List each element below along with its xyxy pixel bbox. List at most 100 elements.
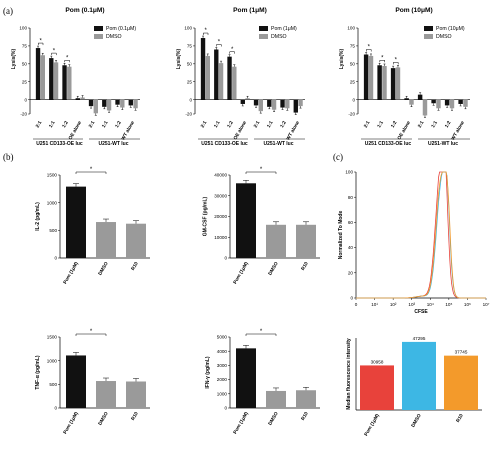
bar xyxy=(96,381,116,408)
significance-asterisk: * xyxy=(260,167,263,173)
bar xyxy=(236,183,256,258)
bar xyxy=(218,63,224,100)
x-tick-label: 1:2 xyxy=(226,120,235,129)
y-tick-label: 5000 xyxy=(217,335,228,340)
x-tick-label: R10 xyxy=(130,261,140,272)
x-tick-label: 2:1 xyxy=(363,120,372,129)
y-axis-label: IL-2 (pg/mL) xyxy=(35,202,41,231)
legend-swatch xyxy=(94,26,103,31)
x-tick-label: 1:2 xyxy=(114,120,123,129)
group-label-wt: U251-WT luc xyxy=(98,141,128,147)
legend-swatch xyxy=(94,34,103,39)
y-tick-label: 1000 xyxy=(47,358,58,363)
significance-asterisk: * xyxy=(260,329,263,335)
bar-value-label: 30958 xyxy=(371,359,384,364)
x-tick-label: 10² xyxy=(390,302,397,307)
x-tick-label: DMSO xyxy=(97,411,110,427)
bar xyxy=(80,97,85,100)
x-tick-label: 2:1 xyxy=(88,120,97,129)
x-tick-label: 2:1 xyxy=(200,120,209,129)
bar xyxy=(298,99,303,107)
y-tick-label: 50 xyxy=(187,61,193,66)
bar xyxy=(431,99,436,104)
bar xyxy=(227,56,232,100)
bar xyxy=(422,99,428,116)
y-tick-label: 75 xyxy=(22,44,28,49)
bar xyxy=(296,224,316,258)
bar xyxy=(293,99,298,113)
x-tick-label: 0 xyxy=(355,302,358,307)
y-tick-label: 0 xyxy=(352,97,355,102)
significance-asterisk: * xyxy=(204,28,207,34)
y-tick-label: 1000 xyxy=(47,200,58,205)
x-tick-label: DMSO xyxy=(267,261,280,277)
y-tick-label: -20 xyxy=(185,112,192,117)
y-tick-label: 0 xyxy=(224,406,227,411)
bar xyxy=(200,38,206,100)
bar xyxy=(368,55,374,100)
x-tick-label: 2:1 xyxy=(35,120,44,129)
bar xyxy=(404,98,409,100)
y-tick-label: 20000 xyxy=(214,214,227,219)
x-tick-label: Pom (1μM) xyxy=(232,411,250,436)
bar xyxy=(205,55,210,100)
x-tick-label: OE alone xyxy=(233,120,249,141)
x-tick-label: DMSO xyxy=(97,261,110,277)
bar xyxy=(128,99,133,106)
bar xyxy=(402,341,436,410)
bar xyxy=(240,99,245,104)
legend-label: Pom (1μM) xyxy=(271,26,297,32)
panel-letter-b: (b) xyxy=(3,152,14,162)
legend-swatch xyxy=(259,34,268,39)
y-axis-label: TNF-α (pg/mL) xyxy=(35,355,41,390)
bar xyxy=(35,48,41,100)
y-tick-label: 0 xyxy=(224,256,227,261)
bar xyxy=(463,99,468,107)
y-axis-label: Lysis(%) xyxy=(11,48,17,69)
x-tick-label: 1:1 xyxy=(48,120,57,129)
legend-swatch xyxy=(424,26,433,31)
bar xyxy=(53,62,59,100)
bar xyxy=(66,355,86,408)
y-tick-label: 75 xyxy=(187,44,193,49)
x-tick-label: Pom (1μM) xyxy=(62,261,80,286)
bar xyxy=(245,98,250,100)
x-tick-label: 1:1 xyxy=(213,120,222,129)
x-tick-label: 10⁴ xyxy=(427,302,434,307)
x-tick-label: 1:1 xyxy=(101,120,110,129)
x-tick-label: DMSO xyxy=(267,411,280,427)
group-label-oe: U251 CD133-OE luc xyxy=(201,141,248,147)
bar xyxy=(126,223,146,258)
y-tick-label: 75 xyxy=(350,44,356,49)
bar xyxy=(382,65,387,100)
bar xyxy=(232,66,237,100)
x-tick-label: Pom (1μM) xyxy=(232,261,250,286)
x-tick-label: R10 xyxy=(300,411,310,422)
x-tick-label: 2:1 xyxy=(417,120,426,129)
bar xyxy=(285,99,290,109)
bar xyxy=(75,98,80,100)
bar xyxy=(271,99,277,110)
y-tick-label: 60 xyxy=(348,220,354,225)
bar xyxy=(444,99,450,106)
y-tick-label: 40000 xyxy=(214,173,227,178)
chart-title: Pom (1μM) xyxy=(233,7,267,14)
bar xyxy=(377,65,382,100)
bar-value-label: 47295 xyxy=(413,336,426,341)
significance-asterisk: * xyxy=(368,45,371,51)
y-tick-label: 50 xyxy=(22,61,28,66)
bar xyxy=(93,99,98,114)
bar xyxy=(40,55,45,100)
bar xyxy=(444,355,478,410)
bar xyxy=(360,365,394,410)
y-axis-label: Normalized To Mode xyxy=(338,211,344,260)
y-tick-label: 100 xyxy=(184,26,192,31)
legend-swatch xyxy=(424,34,433,39)
panel-letter-a: (a) xyxy=(3,6,13,16)
bar xyxy=(296,390,316,408)
chart-title: Pom (0.1μM) xyxy=(65,7,104,14)
significance-asterisk: * xyxy=(53,48,56,54)
x-tick-label: 10¹ xyxy=(371,302,378,307)
histogram-line xyxy=(356,171,486,299)
x-tick-label: 10⁶ xyxy=(464,302,471,307)
